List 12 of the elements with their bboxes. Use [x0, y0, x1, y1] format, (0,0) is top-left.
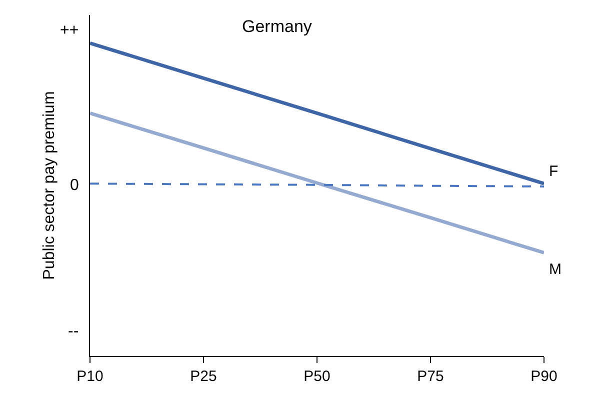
text: -- — [68, 323, 79, 340]
chart-title: Germany — [242, 17, 312, 36]
series-label: F — [549, 163, 558, 180]
x-tick-label: P50 — [304, 368, 330, 385]
text: 0 — [70, 177, 79, 194]
text: ++ — [60, 22, 79, 39]
x-tick-label: P25 — [190, 368, 217, 385]
series-label: M — [549, 261, 562, 278]
y-axis-title: Public sector pay premium — [40, 91, 58, 280]
x-tick-label: P10 — [76, 368, 104, 385]
x-tick-label: P75 — [417, 368, 444, 385]
x-tick-label: P90 — [530, 368, 558, 385]
